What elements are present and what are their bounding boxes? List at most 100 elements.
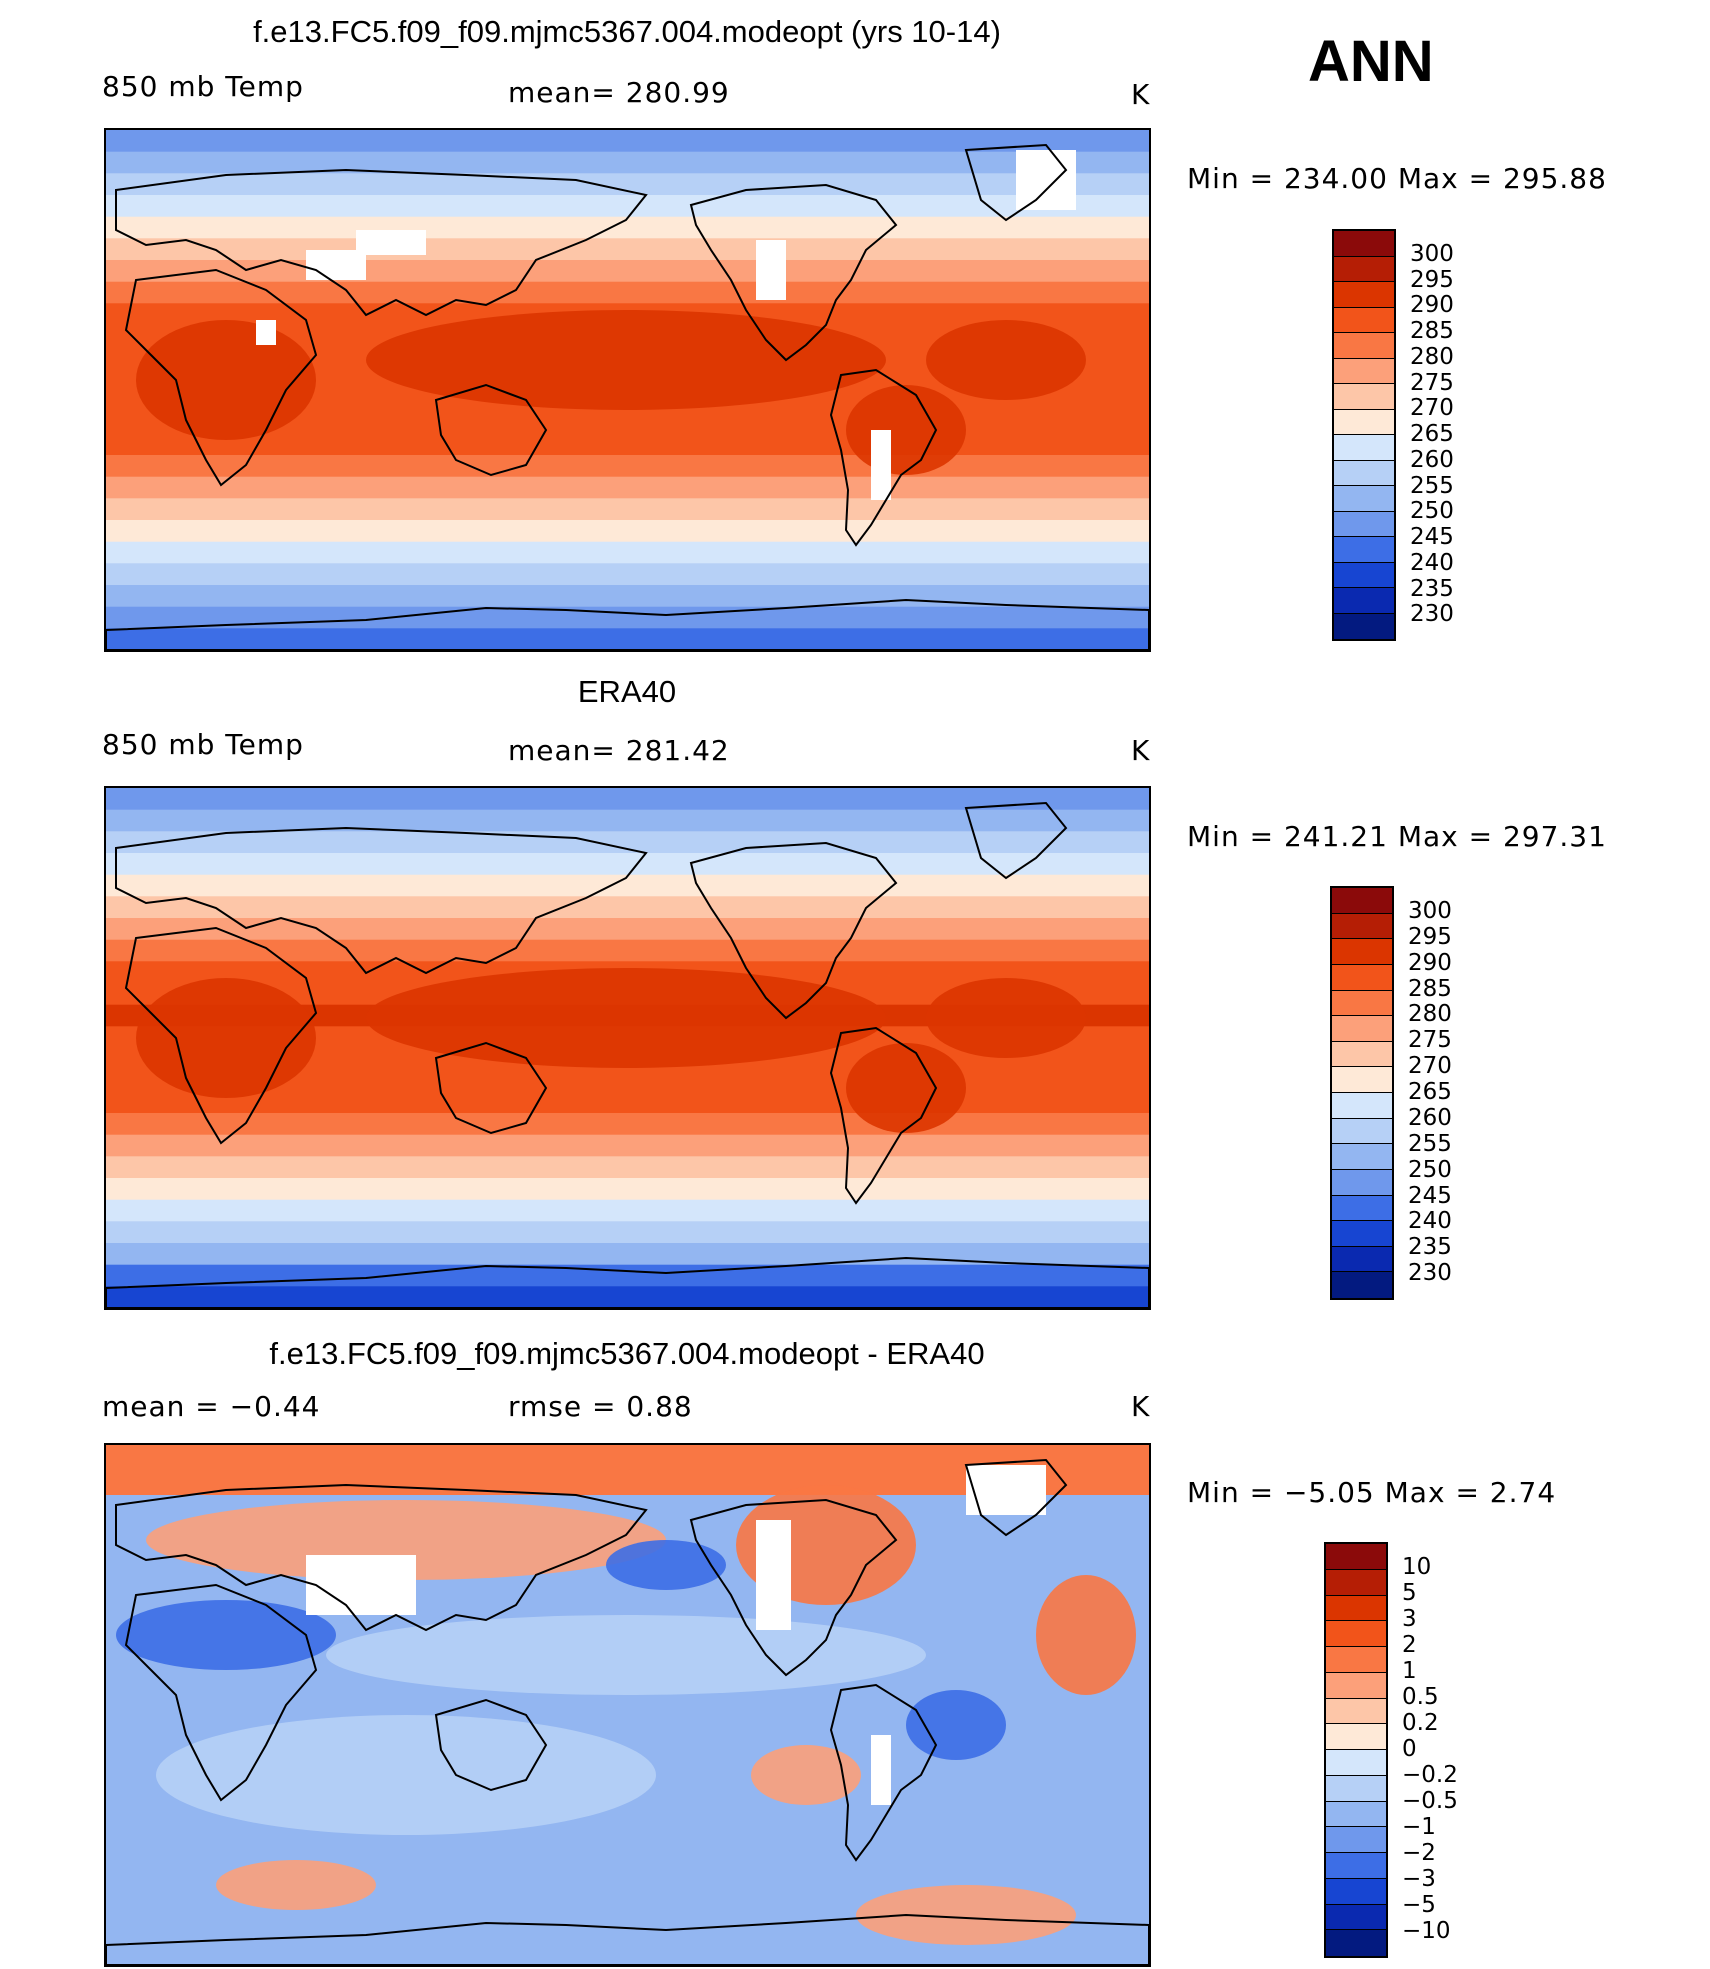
missing-data-region [306,1555,416,1615]
field-band [106,628,1149,650]
panel-3-colorbar [1324,1542,1388,1958]
colorbar-box [1326,1724,1386,1750]
field-band [106,896,1149,919]
colorbar-tick-label: 250 [1408,1156,1452,1183]
colorbar-tick-label: −0.2 [1402,1762,1458,1788]
anomaly-region [326,1615,926,1695]
coastline [106,598,1149,650]
panel-2-mean-label: mean= 281.42 [508,734,730,767]
colorbar-tick-label: 230 [1408,1260,1452,1287]
colorbar-tick-label: −1 [1402,1814,1436,1840]
colorbar-box [1326,1672,1386,1699]
anomaly-region [1036,1575,1136,1695]
colorbar-box [1334,562,1394,588]
panel-2-title: ERA40 [577,674,677,709]
colorbar-tick-label: 285 [1410,318,1454,344]
field-band [106,809,1149,833]
field-band [106,606,1149,630]
colorbar-tick-label: 290 [1410,292,1454,319]
warm-region [366,310,886,410]
colorbar-box [1332,913,1392,940]
colorbar-box [1334,358,1394,384]
colorbar-tick-label: 300 [1410,240,1454,267]
colorbar-box [1332,1272,1392,1298]
field-band [106,455,1149,478]
anomaly-region [156,1715,656,1835]
colorbar-tick-label: 260 [1408,1104,1452,1131]
map-canvas [106,788,1149,1308]
coastline [964,1458,1068,1537]
field-band [106,130,1149,153]
colorbar-tick-label: 5 [1402,1580,1417,1606]
colorbar-box [1326,1904,1386,1931]
colorbar-box [1326,1569,1386,1596]
missing-data-region [256,320,276,345]
field-band [106,238,1149,261]
colorbar-tick-label: −2 [1402,1840,1436,1866]
colorbar-tick-label: 2 [1402,1632,1417,1658]
warm-region [926,978,1086,1058]
colorbar-box [1334,460,1394,486]
coastline [434,383,548,477]
panel-1-units-label: K [1131,78,1151,111]
panel-1-colorbar [1332,229,1396,641]
colorbar-tick-label: 235 [1408,1234,1452,1261]
colorbar-tick-label: 300 [1408,897,1452,924]
anomaly-region [906,1690,1006,1760]
colorbar-box [1332,1093,1392,1119]
colorbar-tick-label: 240 [1410,549,1454,576]
panel-3-map [104,1443,1151,1967]
colorbar-tick-label: 245 [1410,524,1454,550]
colorbar-tick-label: 0.2 [1402,1710,1439,1736]
field-band [106,788,1149,811]
colorbar-tick-label: 255 [1408,1130,1452,1157]
map-canvas [106,1445,1149,1965]
coastline [124,1583,318,1802]
colorbar-box [1334,231,1394,257]
colorbar-tick-label: 295 [1408,923,1452,950]
colorbar-box [1332,1221,1392,1247]
field-band [106,260,1149,283]
colorbar-box [1332,990,1392,1017]
field-band [106,1156,1149,1179]
panel-1-title: f.e13.FC5.f09_f09.mjmc5367.004.modeopt (… [253,14,1001,49]
missing-data-region [756,1520,791,1630]
anomaly-region [146,1500,666,1580]
field-band [106,1221,1149,1244]
colorbar-box [1326,1878,1386,1905]
warm-region [136,978,316,1098]
colorbar-box [1334,282,1394,308]
colorbar-tick-label: 290 [1408,949,1452,976]
coastline [115,1483,648,1632]
field-band [106,1286,1149,1308]
colorbar-tick-label: 270 [1410,395,1454,422]
colorbar-tick-label: 3 [1402,1606,1417,1632]
field-band [106,476,1149,500]
panel-1-mean-label: mean= 280.99 [508,76,730,109]
colorbar-box [1332,888,1392,914]
colorbar-box [1334,333,1394,359]
colorbar-tick-label: 275 [1410,369,1454,396]
colorbar-box [1334,384,1394,410]
colorbar-box [1332,1118,1392,1145]
coastline [964,801,1068,880]
colorbar-tick-label: 10 [1402,1554,1432,1580]
colorbar-box [1326,1750,1386,1776]
panel-2-variable-label: 850 mb Temp [102,728,304,761]
warm-region [926,320,1086,400]
colorbar-tick-label: 270 [1408,1053,1452,1080]
warm-region [136,320,316,440]
anomaly-region [606,1540,726,1590]
colorbar-box [1334,537,1394,563]
warm-region [366,968,886,1068]
colorbar-tick-label: 0.5 [1402,1684,1439,1710]
anomaly-region [751,1745,861,1805]
colorbar-box [1332,1144,1392,1170]
colorbar-box [1326,1621,1386,1647]
colorbar-box [1332,939,1392,965]
panel-3-minmax: Min = −5.05 Max = 2.74 [1187,1476,1557,1509]
missing-data-region [871,430,891,500]
warm-region [846,385,966,475]
colorbar-tick-label: 230 [1410,601,1454,628]
season-label: ANN [1308,29,1434,94]
